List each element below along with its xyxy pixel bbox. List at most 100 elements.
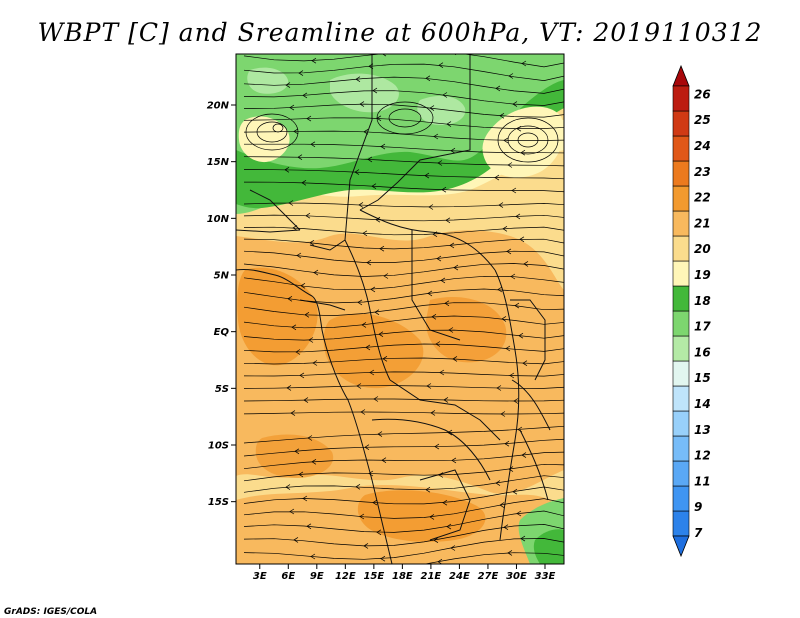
- colorbar-box: [672, 185, 690, 212]
- streamline-arrow: [497, 286, 503, 293]
- streamline-arrow: [434, 443, 440, 450]
- streamline-arrow: [374, 309, 380, 315]
- streamline-arrow: [356, 383, 362, 389]
- colorbar-label: 9: [694, 500, 702, 514]
- streamline-arrow: [495, 480, 501, 486]
- streamline-arrow: [377, 431, 383, 437]
- streamline-arrow: [362, 230, 368, 237]
- streamline-arrow: [521, 452, 527, 458]
- streamline: [243, 343, 564, 353]
- streamline-arrow: [443, 397, 449, 403]
- colorbar: 7 9 11 12 13 14 15 16 17 18 19 20 21 22 23 24 25 26: [672, 64, 711, 558]
- streamline-arrow: [298, 568, 302, 573]
- map-frame: [235, 53, 565, 565]
- streamline-arrow: [358, 202, 364, 208]
- streamline-arrow: [499, 502, 505, 508]
- streamline-arrow: [448, 327, 454, 333]
- cool-zone-southeast-dark: [533, 529, 564, 564]
- streamline-arrow: [310, 141, 316, 148]
- lon-tick-label: 30E: [506, 571, 527, 582]
- streamline: [243, 214, 564, 222]
- streamline-arrow: [306, 523, 312, 530]
- streamline-arrow: [304, 312, 310, 318]
- streamline: [243, 371, 564, 377]
- streamline-arrow: [521, 60, 527, 67]
- yellow-patch-northwest: [238, 116, 290, 163]
- streamline-arrow: [302, 92, 308, 99]
- light-green-patches: [247, 67, 466, 126]
- streamline-arrow: [361, 322, 367, 328]
- map-title: WBPT [C] and Sreamline at 600hPa, VT: 20…: [38, 18, 763, 47]
- colorbar-label: 25: [694, 113, 711, 127]
- lat-tick-label: 10S: [208, 441, 229, 452]
- streamline-arrow: [500, 411, 506, 417]
- streamline-arrow: [445, 217, 451, 224]
- lon-tick-label: 9E: [310, 571, 324, 582]
- streamline-arrow: [425, 75, 431, 82]
- lon-tick-label: 21E: [421, 571, 442, 582]
- streamline-arrow: [516, 510, 522, 517]
- lat-tick-label: 5S: [215, 384, 229, 395]
- streamline-arrow: [442, 92, 448, 98]
- streamline: [423, 552, 564, 564]
- streamline-arrow: [511, 187, 517, 194]
- streamline-arrow: [363, 129, 369, 135]
- lat-tick-label: 15N: [207, 157, 230, 168]
- streamline: [243, 169, 564, 180]
- colorbar-box: [672, 260, 690, 287]
- streamline-arrow: [383, 273, 389, 279]
- colorbar-box: [672, 310, 690, 337]
- streamline-arrow: [359, 101, 365, 107]
- streamline-arrow: [381, 457, 387, 463]
- streamline-arrow: [503, 524, 509, 530]
- streamline-arrow: [499, 113, 505, 119]
- streamline-arrow: [440, 277, 446, 284]
- colorbar-bottom-triangle: [672, 535, 690, 558]
- streamline: [243, 451, 564, 470]
- colorbar-boxes: [672, 85, 690, 537]
- eddy-northwest: [245, 113, 299, 151]
- colorbar-label: 21: [694, 216, 711, 230]
- lat-tick-label: 5N: [214, 271, 230, 282]
- streamline-arrow: [313, 269, 319, 276]
- streamline-arrow: [380, 143, 386, 150]
- streamline-arrow: [424, 172, 430, 179]
- streamline-arrow: [501, 316, 507, 322]
- latitude-axis: 20N 15N 10N 5N EQ 5S 10S 15S: [207, 101, 236, 508]
- colorbar-label: 18: [694, 294, 711, 308]
- streamline: [243, 103, 564, 118]
- streamline-arrow: [512, 101, 518, 107]
- streamline-arrow: [439, 369, 445, 376]
- streamline-arrow: [284, 167, 290, 173]
- hot-patch-southwest: [255, 434, 334, 478]
- streamline-arrow: [369, 369, 375, 376]
- streamline: [243, 498, 564, 519]
- streamline-arrow: [295, 349, 301, 355]
- streamline-arrow: [426, 383, 432, 389]
- colorbar-box: [672, 85, 690, 112]
- eddy-northeast: [497, 117, 559, 163]
- streamline-arrow: [372, 87, 378, 94]
- streamline-arrow: [368, 470, 374, 477]
- streamline-arrow: [450, 545, 456, 551]
- streamline: [243, 275, 564, 291]
- streamline: [243, 315, 564, 329]
- streamline: [243, 385, 564, 389]
- streamline-arrow: [297, 154, 303, 160]
- streamline-arrow: [382, 356, 388, 362]
- streamline-arrow: [515, 213, 521, 220]
- streamline-arrow: [296, 252, 302, 259]
- colorbar-label: 13: [694, 423, 711, 437]
- streamline: [243, 538, 564, 560]
- lon-tick-label: 33E: [535, 571, 556, 582]
- longitude-axis: 3E 6E 9E 12E 15E 18E 21E 24E 27E 30E 33E: [253, 564, 556, 582]
- streamline-arrow: [300, 283, 306, 289]
- streamline-arrow: [509, 372, 515, 379]
- streamline: [243, 76, 564, 94]
- streamline-arrow: [449, 242, 455, 249]
- streamline-arrow: [514, 302, 520, 309]
- streamline: [243, 54, 564, 68]
- lat-tick-label: 15S: [208, 497, 229, 508]
- streamline-arrow: [508, 73, 514, 79]
- colorbar-box: [672, 460, 690, 487]
